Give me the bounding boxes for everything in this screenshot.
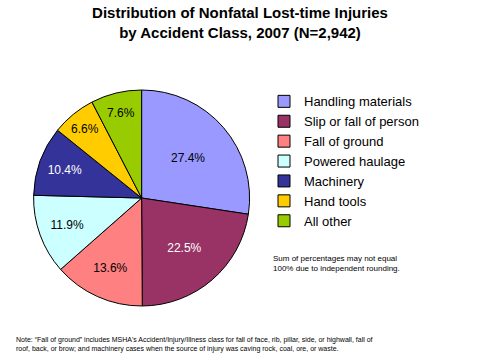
svg-text:7.6%: 7.6% (107, 106, 135, 120)
svg-text:All other: All other (304, 214, 352, 229)
svg-text:Distribution of Nonfatal Lost-: Distribution of Nonfatal Lost-time Injur… (92, 4, 388, 41)
svg-text:13.6%: 13.6% (93, 261, 127, 275)
svg-text:Sum of percentages may not equ: Sum of percentages may not equal100% due… (273, 254, 400, 273)
svg-text:11.9%: 11.9% (51, 218, 84, 232)
svg-text:Machinery: Machinery (304, 174, 364, 189)
svg-text:Slip or fall of person: Slip or fall of person (304, 114, 419, 129)
svg-text:Note: “Fall of ground” include: Note: “Fall of ground” includes MSHA's A… (16, 336, 373, 353)
svg-text:Hand tools: Hand tools (304, 194, 367, 209)
svg-text:Handling materials: Handling materials (304, 94, 412, 109)
svg-text:10.4%: 10.4% (48, 163, 82, 177)
svg-text:22.5%: 22.5% (167, 241, 201, 255)
svg-text:Powered haulage: Powered haulage (304, 154, 405, 169)
svg-text:27.4%: 27.4% (171, 151, 205, 165)
svg-text:Fall of ground: Fall of ground (304, 134, 384, 149)
svg-text:6.6%: 6.6% (71, 122, 99, 136)
